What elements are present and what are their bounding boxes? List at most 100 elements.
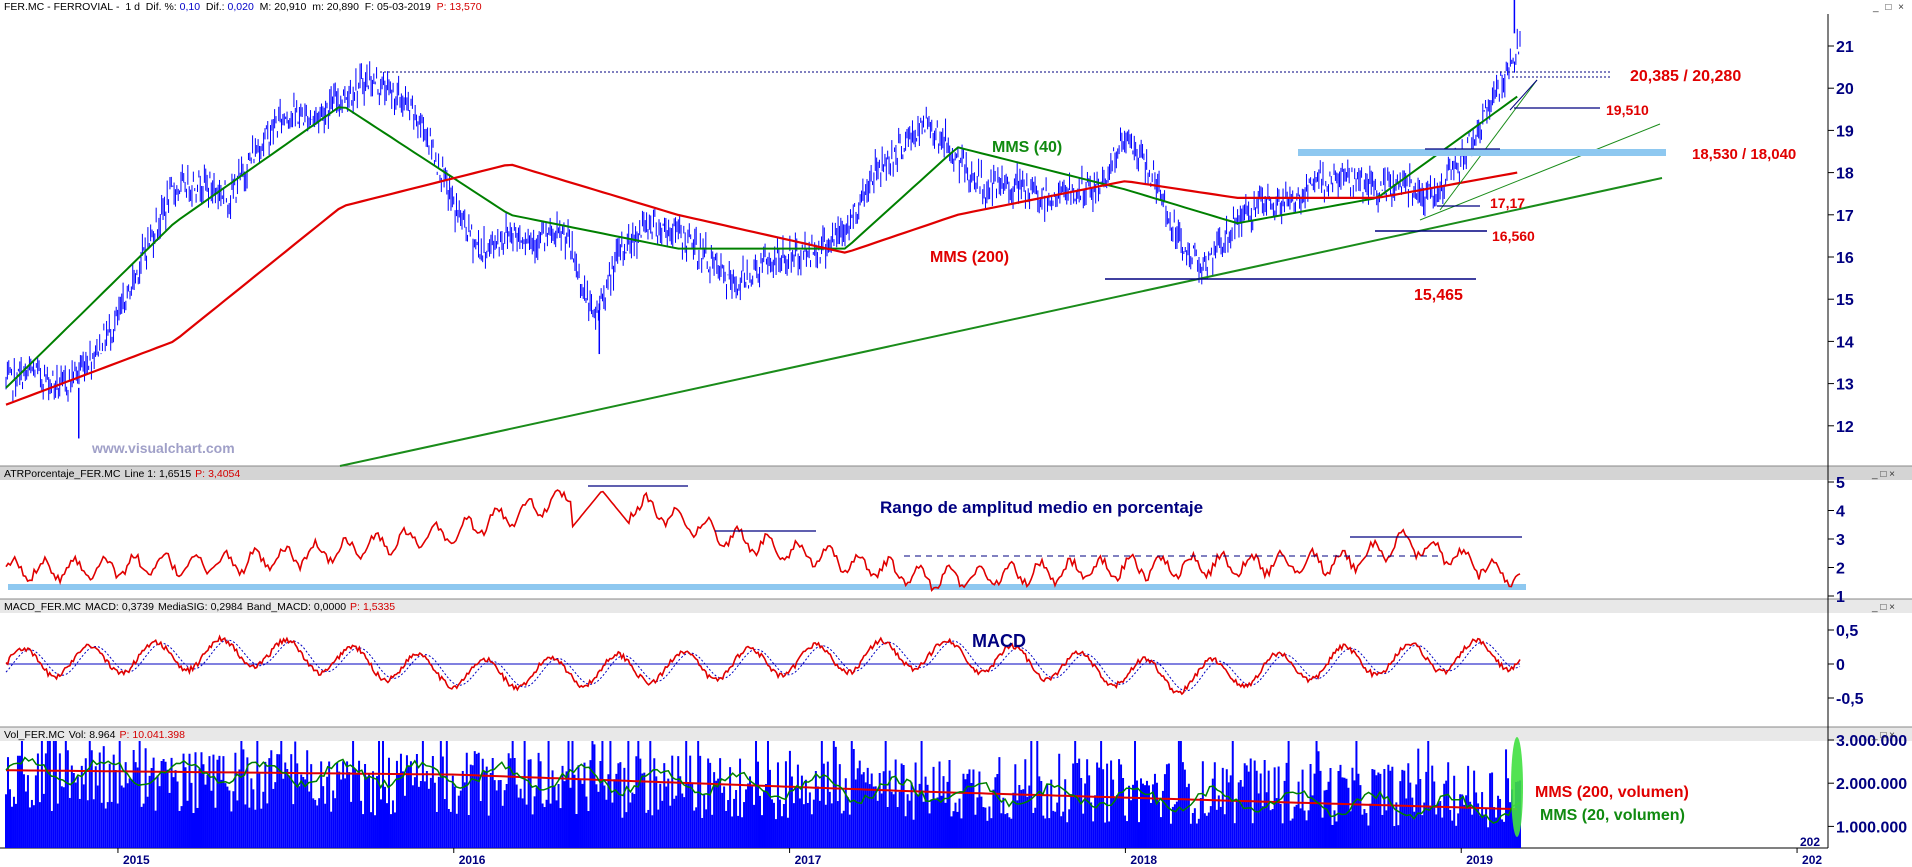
macd-price-label: P: bbox=[350, 601, 360, 613]
macd-value: 0,3739 bbox=[122, 601, 154, 613]
atr-tick-label: 3 bbox=[1836, 532, 1845, 549]
x-tick-label-upper: 202 bbox=[1800, 835, 1820, 849]
steep-support-line bbox=[1509, 79, 1538, 111]
price-value: 13,570 bbox=[449, 1, 482, 13]
macd-sig-value: 0,2984 bbox=[211, 601, 243, 613]
atr-plot bbox=[5, 485, 1526, 592]
macd-tick-label: 0 bbox=[1836, 657, 1845, 674]
dif-pct-value: 0,10 bbox=[179, 1, 201, 13]
atr-price-value: 3,4054 bbox=[208, 468, 240, 480]
atr-panel-header-bar bbox=[0, 466, 1912, 480]
vol-tick-label: 2.000.000 bbox=[1836, 776, 1907, 793]
macd-signal-line bbox=[5, 639, 1521, 692]
min-value: 20,890 bbox=[326, 1, 359, 13]
vol-price-value: 10.041.398 bbox=[132, 729, 185, 741]
y-tick-label: 17 bbox=[1836, 208, 1854, 225]
atr-tick-label: 5 bbox=[1836, 475, 1845, 492]
macd-tick-label: 0,5 bbox=[1836, 623, 1858, 640]
y-tick-label: 21 bbox=[1836, 39, 1854, 56]
price-panel-header: FER.MC - FERROVIAL - 1 d Dif. %: 0,10 Di… bbox=[4, 1, 482, 13]
long-trend-line bbox=[339, 177, 1663, 467]
vol-mms200-line bbox=[5, 769, 1518, 811]
macd-plot bbox=[5, 634, 1521, 696]
atr-tick-label: 1 bbox=[1836, 589, 1845, 606]
x-tick-label: 202 bbox=[1802, 853, 1822, 867]
y-tick-label: 18 bbox=[1836, 166, 1854, 183]
y-tick-label: 14 bbox=[1836, 334, 1854, 351]
atr-price-label: P: bbox=[195, 468, 205, 480]
vol-name: Vol_FER.MC bbox=[4, 729, 65, 741]
macd-band-value: 0,0000 bbox=[314, 601, 346, 613]
axes: 21201918171615141312543210,50-0,53.000.0… bbox=[117, 39, 1907, 867]
price-panel[interactable]: FER.MC - FERROVIAL - 1 d Dif. %: 0,10 Di… bbox=[0, 0, 1912, 466]
dif-label: Dif.: bbox=[205, 1, 225, 13]
vol-panel-controls[interactable]: _ □ × bbox=[1871, 730, 1895, 741]
atr-line-value: 1,6515 bbox=[159, 468, 191, 480]
macd-price-value: 1,5335 bbox=[363, 601, 395, 613]
x-tick-label: 2018 bbox=[1130, 853, 1157, 867]
y-tick-label: 16 bbox=[1836, 250, 1854, 267]
timeframe-label: 1 d bbox=[125, 1, 140, 13]
level-1717-label: 17,17 bbox=[1490, 195, 1525, 211]
atr-panel-controls[interactable]: _ □ × bbox=[1871, 469, 1895, 480]
steep-trend-line bbox=[1439, 79, 1538, 211]
x-tick-label: 2019 bbox=[1466, 853, 1493, 867]
vol-header: Vol_FER.MC Vol: 8.964 P: 10.041.398 bbox=[4, 729, 185, 741]
price-panel-controls[interactable]: _ □ × bbox=[1873, 2, 1906, 13]
macd-sig-label: MediaSIG: bbox=[158, 601, 208, 613]
macd-tick-label: -0,5 bbox=[1836, 691, 1864, 708]
price-label: P: bbox=[436, 1, 447, 13]
date-label: F: bbox=[364, 1, 375, 13]
x-tick-label: 2017 bbox=[795, 853, 822, 867]
vol-tick-label: 1.000.000 bbox=[1836, 819, 1907, 836]
macd-panel-header-bar bbox=[0, 599, 1912, 613]
mms40-line bbox=[5, 95, 1518, 389]
level-16560-label: 16,560 bbox=[1492, 228, 1535, 244]
y-tick-label: 12 bbox=[1836, 419, 1854, 436]
vol-mms20-line bbox=[5, 756, 1521, 824]
vol-mms20-label: MMS (20, volumen) bbox=[1540, 807, 1685, 824]
macd-title: MACD bbox=[972, 631, 1026, 651]
y-tick-label: 13 bbox=[1836, 377, 1854, 394]
dif-pct-label: Dif. %: bbox=[145, 1, 177, 13]
level-19510-label: 19,510 bbox=[1606, 102, 1649, 118]
x-tick-label: 2016 bbox=[459, 853, 486, 867]
volume-plot bbox=[5, 737, 1523, 848]
macd-name: MACD_FER.MC bbox=[4, 601, 81, 613]
x-tick-label: 2015 bbox=[123, 853, 150, 867]
level-band-label: 18,530 / 18,040 bbox=[1692, 146, 1796, 163]
mms200-label: MMS (200) bbox=[930, 249, 1009, 266]
macd-band-label: Band_MACD: bbox=[247, 601, 311, 613]
short-trend-line bbox=[1419, 123, 1661, 221]
vol-highlight-ellipse bbox=[1511, 737, 1523, 837]
mms40-label: MMS (40) bbox=[992, 139, 1062, 156]
atr-line-label: Line 1: bbox=[125, 468, 157, 480]
dif-value: 0,020 bbox=[227, 1, 254, 13]
vol-mms200-label: MMS (200, volumen) bbox=[1535, 784, 1689, 801]
vol-tick-label: 3.000.000 bbox=[1836, 733, 1907, 750]
atr-tick-label: 4 bbox=[1836, 504, 1845, 521]
macd-panel-controls[interactable]: _ □ × bbox=[1871, 602, 1895, 613]
y-tick-label: 20 bbox=[1836, 81, 1854, 98]
macd-header: MACD_FER.MC MACD: 0,3739 MediaSIG: 0,2984 Ban… bbox=[4, 601, 395, 613]
macd-line bbox=[5, 634, 1521, 696]
vol-panel-header-bar bbox=[0, 727, 1912, 741]
min-label: m: bbox=[312, 1, 324, 13]
vol-label: Vol: bbox=[69, 729, 87, 741]
level-top-label: 20,385 / 20,280 bbox=[1630, 68, 1741, 85]
atr-line bbox=[5, 489, 1521, 592]
atr-header: ATRPorcentaje_FER.MC Line 1: 1,6515 P: 3,405… bbox=[4, 468, 240, 480]
y-tick-label: 15 bbox=[1836, 292, 1854, 309]
atr-title: Rango de amplitud medio en porcentaje bbox=[880, 498, 1203, 517]
level-band-rect bbox=[1298, 149, 1666, 156]
max-value: 20,910 bbox=[274, 1, 307, 13]
max-label: M: bbox=[259, 1, 272, 13]
atr-name: ATRPorcentaje_FER.MC bbox=[4, 468, 121, 480]
atr-base-band bbox=[8, 584, 1526, 590]
price-plot bbox=[5, 0, 1666, 467]
macd-label: MACD: bbox=[85, 601, 119, 613]
vol-value: 8.964 bbox=[89, 729, 115, 741]
y-tick-label: 19 bbox=[1836, 123, 1854, 140]
